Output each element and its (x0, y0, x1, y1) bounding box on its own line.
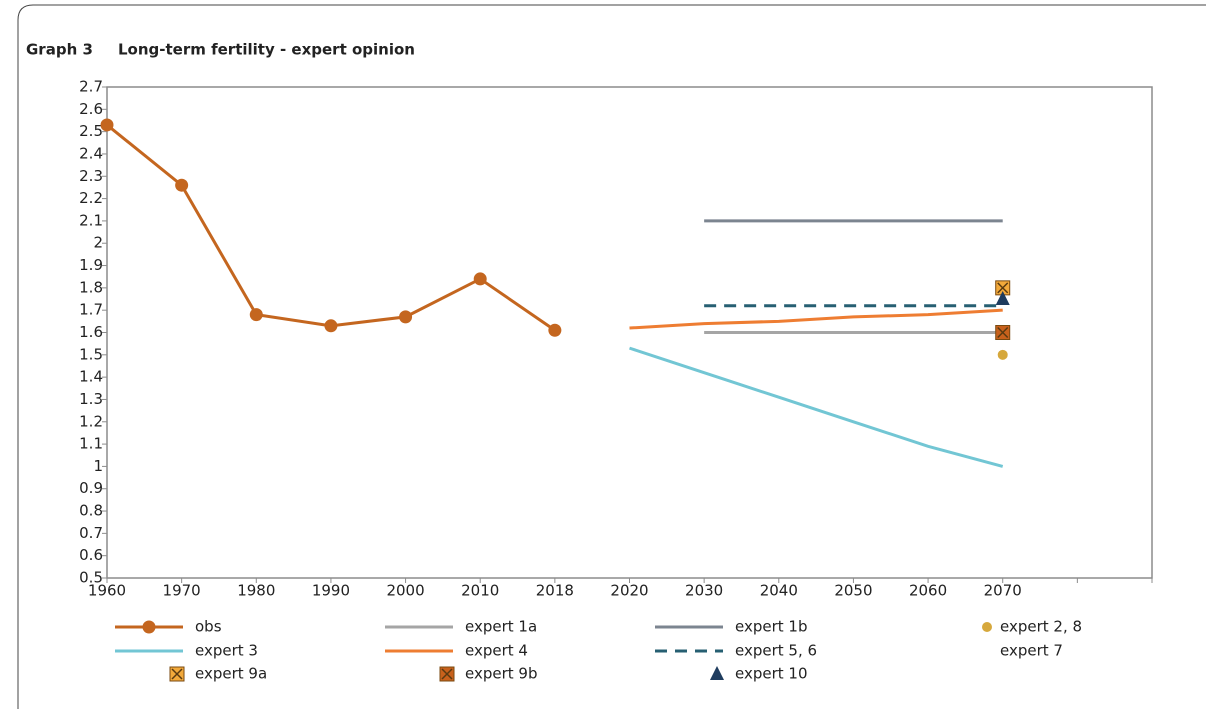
data-point (997, 349, 1008, 360)
data-point (100, 118, 114, 132)
legend-marker (710, 666, 724, 680)
data-point (548, 323, 562, 337)
legend-label: expert 1a (465, 618, 537, 636)
y-tick-label: 0.8 (79, 502, 103, 520)
legend-label: expert 1b (735, 618, 807, 636)
data-point (324, 319, 338, 333)
x-tick-label: 2050 (834, 582, 872, 600)
series-line (629, 346, 1004, 468)
x-tick-label: 2030 (685, 582, 723, 600)
y-tick-label: 1 (93, 457, 103, 475)
y-tick-label: 2.2 (79, 189, 103, 207)
data-point (399, 310, 413, 324)
x-tick-label: 2040 (760, 582, 798, 600)
legend-label: expert 7 (1000, 642, 1063, 660)
legend-label: obs (195, 618, 222, 636)
series-line (629, 308, 1003, 330)
x-tick-label: 2018 (536, 582, 574, 600)
y-tick-label: 1.1 (79, 435, 103, 453)
data-point (995, 291, 1010, 306)
legend-marker-cross (171, 668, 183, 680)
y-tick-label: 1.2 (79, 412, 103, 430)
legend-label: expert 4 (465, 642, 528, 660)
frame (17, 4, 1206, 709)
legend-label: expert 9a (195, 665, 267, 683)
data-point (249, 308, 263, 322)
y-tick-label: 2.5 (79, 122, 103, 140)
y-tick-label: 0.5 (79, 569, 103, 587)
y-tick-label: 0.9 (79, 479, 103, 497)
y-tick-label: 1.3 (79, 390, 103, 408)
x-tick-label: 2070 (984, 582, 1022, 600)
y-tick-label: 2.1 (79, 211, 103, 229)
y-tick-label: 2.6 (79, 100, 103, 118)
legend-marker-cross (441, 668, 453, 680)
y-tick-label: 1.6 (79, 323, 103, 341)
legend-label: expert 2, 8 (1000, 618, 1082, 636)
y-tick-label: 1.7 (79, 301, 103, 319)
y-tick-label: 1.9 (79, 256, 103, 274)
data-point (473, 272, 487, 286)
x-tick-label: 1970 (163, 582, 201, 600)
legend-label: expert 3 (195, 642, 258, 660)
y-tick-label: 2.4 (79, 144, 103, 162)
y-tick-label: 2.7 (79, 78, 103, 96)
y-tick-label: 1.8 (79, 278, 103, 296)
y-tick-label: 1.4 (79, 368, 103, 386)
chart-label: Graph 3 (26, 41, 93, 59)
legend-marker (982, 622, 992, 632)
data-point (175, 178, 189, 192)
x-tick-label: 1960 (88, 582, 126, 600)
x-tick-label: 1990 (312, 582, 350, 600)
legend-label: expert 10 (735, 665, 808, 683)
x-tick-label: 2060 (909, 582, 947, 600)
chart-title: Long-term fertility - expert opinion (118, 41, 415, 59)
y-tick-label: 0.7 (79, 524, 103, 542)
legend-label: expert 9b (465, 665, 537, 683)
legend-label: expert 5, 6 (735, 642, 817, 660)
data-point-cross (997, 326, 1009, 339)
series-line (106, 123, 556, 332)
x-tick-label: 2000 (386, 582, 424, 600)
legend-marker (142, 620, 156, 634)
x-tick-label: 2010 (461, 582, 499, 600)
y-tick-label: 2 (93, 234, 103, 252)
y-tick-label: 1.5 (79, 345, 103, 363)
data-point-cross (997, 282, 1009, 294)
y-tick-label: 2.3 (79, 167, 103, 185)
x-tick-label: 1980 (237, 582, 275, 600)
x-tick-label: 2020 (610, 582, 648, 600)
y-tick-label: 0.6 (79, 546, 103, 564)
